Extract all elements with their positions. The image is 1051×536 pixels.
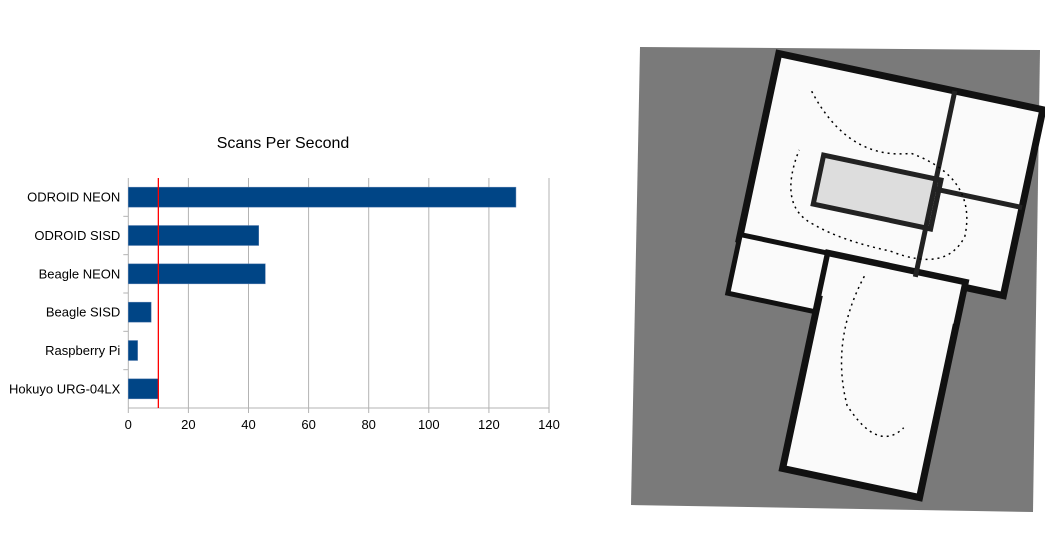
x-tick-label: 60: [301, 417, 315, 432]
x-tick-label: 80: [361, 417, 375, 432]
x-tick-label: 120: [478, 417, 500, 432]
map-rooms: [724, 49, 1045, 502]
category-label: Raspberry Pi: [45, 343, 120, 358]
x-tick-label: 100: [418, 417, 440, 432]
bar: [128, 378, 159, 400]
x-tick-label: 40: [241, 417, 255, 432]
corridor: [821, 256, 962, 324]
bar: [128, 301, 152, 323]
inner-block: [810, 152, 944, 232]
category-label: Beagle SISD: [46, 305, 120, 320]
x-tick-label: 140: [538, 417, 560, 432]
bar-chart: Scans Per Second ODROID NEON ODROID SISD B…: [9, 135, 560, 432]
bar: [128, 186, 517, 208]
bar: [128, 340, 138, 361]
category-label: ODROID NEON: [27, 190, 120, 205]
x-tick-label: 0: [125, 417, 132, 432]
x-tick-label: 20: [181, 417, 195, 432]
bar: [128, 263, 266, 285]
occupancy-grid-map-image: [631, 47, 1045, 512]
chart-title: Scans Per Second: [217, 135, 350, 152]
bar: [128, 225, 259, 246]
category-label: Beagle NEON: [39, 266, 121, 281]
category-label: Hokuyo URG-04LX: [9, 381, 121, 396]
category-label: ODROID SISD: [34, 228, 120, 243]
